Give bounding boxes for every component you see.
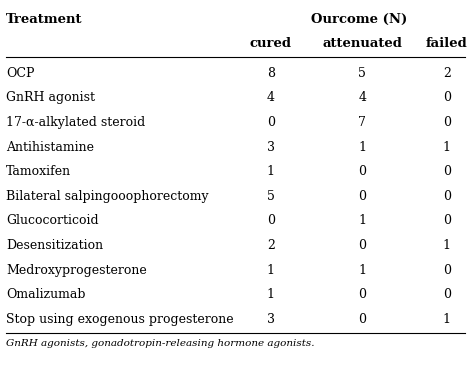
Text: 5: 5 <box>358 67 366 80</box>
Text: 0: 0 <box>358 313 366 326</box>
Text: attenuated: attenuated <box>322 37 402 50</box>
Text: 0: 0 <box>443 91 451 104</box>
Text: 3: 3 <box>267 141 275 153</box>
Text: 0: 0 <box>443 264 451 277</box>
Text: 0: 0 <box>267 214 275 227</box>
Text: 0: 0 <box>358 165 366 178</box>
Text: 0: 0 <box>443 214 451 227</box>
Text: 0: 0 <box>358 239 366 252</box>
Text: Omalizumab: Omalizumab <box>6 288 86 301</box>
Text: Ourcome (N): Ourcome (N) <box>310 12 407 25</box>
Text: 0: 0 <box>267 116 275 129</box>
Text: 17-α-alkylated steroid: 17-α-alkylated steroid <box>6 116 146 129</box>
Text: Antihistamine: Antihistamine <box>6 141 94 153</box>
Text: Treatment: Treatment <box>6 12 82 25</box>
Text: 0: 0 <box>358 190 366 203</box>
Text: GnRH agonist: GnRH agonist <box>6 91 95 104</box>
Text: 0: 0 <box>443 288 451 301</box>
Text: 1: 1 <box>443 313 451 326</box>
Text: cured: cured <box>250 37 292 50</box>
Text: 0: 0 <box>443 116 451 129</box>
Text: Bilateral salpingooophorectomy: Bilateral salpingooophorectomy <box>6 190 209 203</box>
Text: failed: failed <box>426 37 467 50</box>
Text: Stop using exogenous progesterone: Stop using exogenous progesterone <box>6 313 234 326</box>
Text: 1: 1 <box>443 141 451 153</box>
Text: 0: 0 <box>358 288 366 301</box>
Text: 3: 3 <box>267 313 275 326</box>
Text: 8: 8 <box>267 67 275 80</box>
Text: 0: 0 <box>443 165 451 178</box>
Text: 7: 7 <box>358 116 366 129</box>
Text: 1: 1 <box>267 165 275 178</box>
Text: OCP: OCP <box>6 67 35 80</box>
Text: Desensitization: Desensitization <box>6 239 103 252</box>
Text: Tamoxifen: Tamoxifen <box>6 165 71 178</box>
Text: Medroxyprogesterone: Medroxyprogesterone <box>6 264 147 277</box>
Text: 0: 0 <box>443 190 451 203</box>
Text: 1: 1 <box>358 214 366 227</box>
Text: 5: 5 <box>267 190 275 203</box>
Text: 1: 1 <box>358 141 366 153</box>
Text: 1: 1 <box>267 264 275 277</box>
Text: 2: 2 <box>267 239 275 252</box>
Text: 4: 4 <box>267 91 275 104</box>
Text: 2: 2 <box>443 67 451 80</box>
Text: 1: 1 <box>443 239 451 252</box>
Text: Glucocorticoid: Glucocorticoid <box>6 214 99 227</box>
Text: 1: 1 <box>358 264 366 277</box>
Text: GnRH agonists, gonadotropin-releasing hormone agonists.: GnRH agonists, gonadotropin-releasing ho… <box>6 338 315 347</box>
Text: 1: 1 <box>267 288 275 301</box>
Text: 4: 4 <box>358 91 366 104</box>
